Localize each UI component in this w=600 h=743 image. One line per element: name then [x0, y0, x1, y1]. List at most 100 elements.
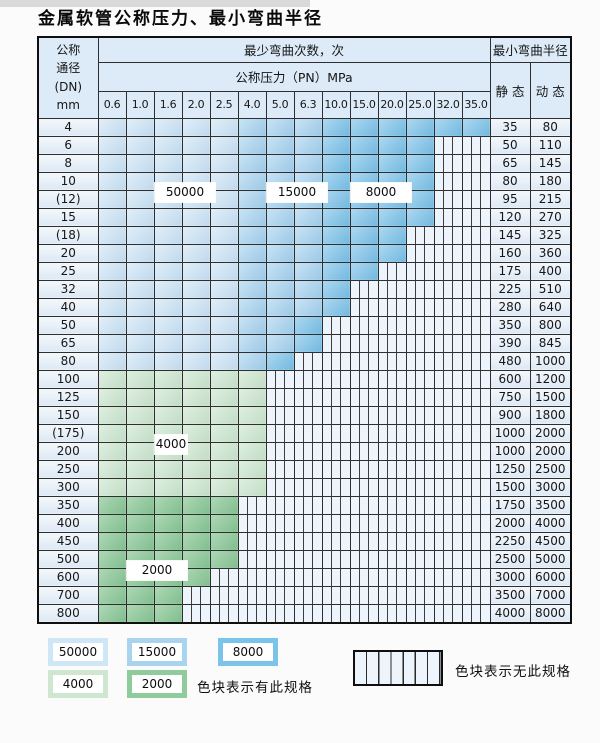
- cell-has-spec: [377, 117, 407, 137]
- cell-no-spec: [405, 531, 435, 551]
- static-radius-cell: 50: [489, 135, 531, 155]
- cell-no-spec: [237, 567, 267, 587]
- cell-no-spec: [181, 603, 211, 623]
- dynamic-radius-cell: 8000: [529, 603, 572, 623]
- cell-no-spec: [377, 405, 407, 425]
- cell-has-spec: [209, 369, 239, 389]
- table-row: 200 1000 2000: [37, 441, 572, 461]
- dynamic-radius-cell: 2500: [529, 459, 572, 479]
- cell-no-spec: [433, 405, 463, 425]
- dynamic-radius-cell: 1000: [529, 351, 572, 371]
- cell-no-spec: [405, 423, 435, 443]
- pressure-value-cell: 5.0: [265, 90, 295, 119]
- cell-no-spec: [377, 459, 407, 479]
- cell-no-spec: [265, 441, 295, 461]
- cell-has-spec: [209, 531, 239, 551]
- cell-no-spec: [237, 603, 267, 623]
- cell-no-spec: [377, 477, 407, 497]
- dynamic-radius-cell: 6000: [529, 567, 572, 587]
- cell-no-spec: [377, 387, 407, 407]
- cell-has-spec: [97, 333, 127, 353]
- cell-no-spec: [405, 225, 435, 245]
- cell-no-spec: [405, 333, 435, 353]
- cell-no-spec: [405, 495, 435, 515]
- dn-cell: 500: [37, 549, 99, 569]
- cell-has-spec: [125, 369, 155, 389]
- cell-has-spec: [321, 117, 351, 137]
- cell-no-spec: [433, 315, 463, 335]
- cell-has-spec: [405, 135, 435, 155]
- cell-no-spec: [433, 279, 463, 299]
- legend-no-spec-box: [353, 650, 443, 686]
- cell-has-spec: [153, 279, 183, 299]
- cell-has-spec: [293, 135, 323, 155]
- cell-has-spec: [209, 117, 239, 137]
- cell-has-spec: [293, 153, 323, 173]
- cell-has-spec: [97, 171, 127, 191]
- cell-no-spec: [405, 513, 435, 533]
- dynamic-radius-cell: 3000: [529, 477, 572, 497]
- cell-has-spec: [349, 117, 379, 137]
- cell-no-spec: [293, 549, 323, 569]
- cell-has-spec: [377, 243, 407, 263]
- dn-cell: 200: [37, 441, 99, 461]
- cell-no-spec: [377, 369, 407, 389]
- cell-has-spec: [349, 207, 379, 227]
- cell-no-spec: [321, 351, 351, 371]
- pressure-table: 公称 通径 (DN) mm 最少弯曲次数，次 最小弯曲半径 公称压力（PN）MP…: [37, 36, 572, 624]
- cell-has-spec: [321, 279, 351, 299]
- pressure-value-cell: 10.0: [321, 90, 351, 119]
- cell-no-spec: [321, 405, 351, 425]
- cell-no-spec: [377, 585, 407, 605]
- cell-no-spec: [321, 333, 351, 353]
- cell-has-spec: [293, 279, 323, 299]
- dynamic-radius-cell: 7000: [529, 585, 572, 605]
- cell-no-spec: [433, 495, 463, 515]
- dn-cell: 450: [37, 531, 99, 551]
- cell-no-spec: [293, 351, 323, 371]
- dn-cell: 100: [37, 369, 99, 389]
- cell-has-spec: [153, 315, 183, 335]
- static-radius-cell: 3500: [489, 585, 531, 605]
- pressure-value-cell: 15.0: [349, 90, 379, 119]
- static-radius-cell: 145: [489, 225, 531, 245]
- dn-cell: 65: [37, 333, 99, 353]
- static-radius-cell: 480: [489, 351, 531, 371]
- overlay-label: 4000: [155, 435, 187, 454]
- bend-times-header: 最少弯曲次数，次: [97, 36, 491, 63]
- dynamic-radius-cell: 510: [529, 279, 572, 299]
- cell-has-spec: [125, 243, 155, 263]
- cell-has-spec: [293, 315, 323, 335]
- cell-no-spec: [405, 549, 435, 569]
- legend-no-spec-text: 色块表示无此规格: [455, 664, 571, 680]
- dn-cell: 4: [37, 117, 99, 137]
- cell-no-spec: [461, 441, 491, 461]
- cell-no-spec: [209, 585, 239, 605]
- cell-no-spec: [433, 531, 463, 551]
- cell-has-spec: [181, 117, 211, 137]
- cell-has-spec: [237, 405, 267, 425]
- cell-has-spec: [433, 117, 463, 137]
- cell-has-spec: [125, 207, 155, 227]
- cell-no-spec: [461, 369, 491, 389]
- cell-no-spec: [461, 207, 491, 227]
- cell-no-spec: [293, 423, 323, 443]
- cell-no-spec: [433, 261, 463, 281]
- cell-no-spec: [433, 333, 463, 353]
- cell-has-spec: [97, 387, 127, 407]
- cell-has-spec: [265, 261, 295, 281]
- dynamic-radius-cell: 80: [529, 117, 572, 137]
- cell-has-spec: [125, 423, 155, 443]
- cell-has-spec: [97, 315, 127, 335]
- cell-has-spec: [293, 243, 323, 263]
- cell-has-spec: [405, 153, 435, 173]
- dn-header-line: 通径: [56, 61, 81, 76]
- table-row: 800 4000 8000: [37, 603, 572, 623]
- cell-has-spec: [125, 477, 155, 497]
- static-radius-cell: 900: [489, 405, 531, 425]
- page-title: 金属软管公称压力、最小弯曲半径: [38, 9, 323, 29]
- legend-block-label: 15000: [132, 643, 182, 661]
- table-row: 250 1250 2500: [37, 459, 572, 479]
- legend-block-2000: 2000: [127, 670, 187, 698]
- cell-has-spec: [461, 117, 491, 137]
